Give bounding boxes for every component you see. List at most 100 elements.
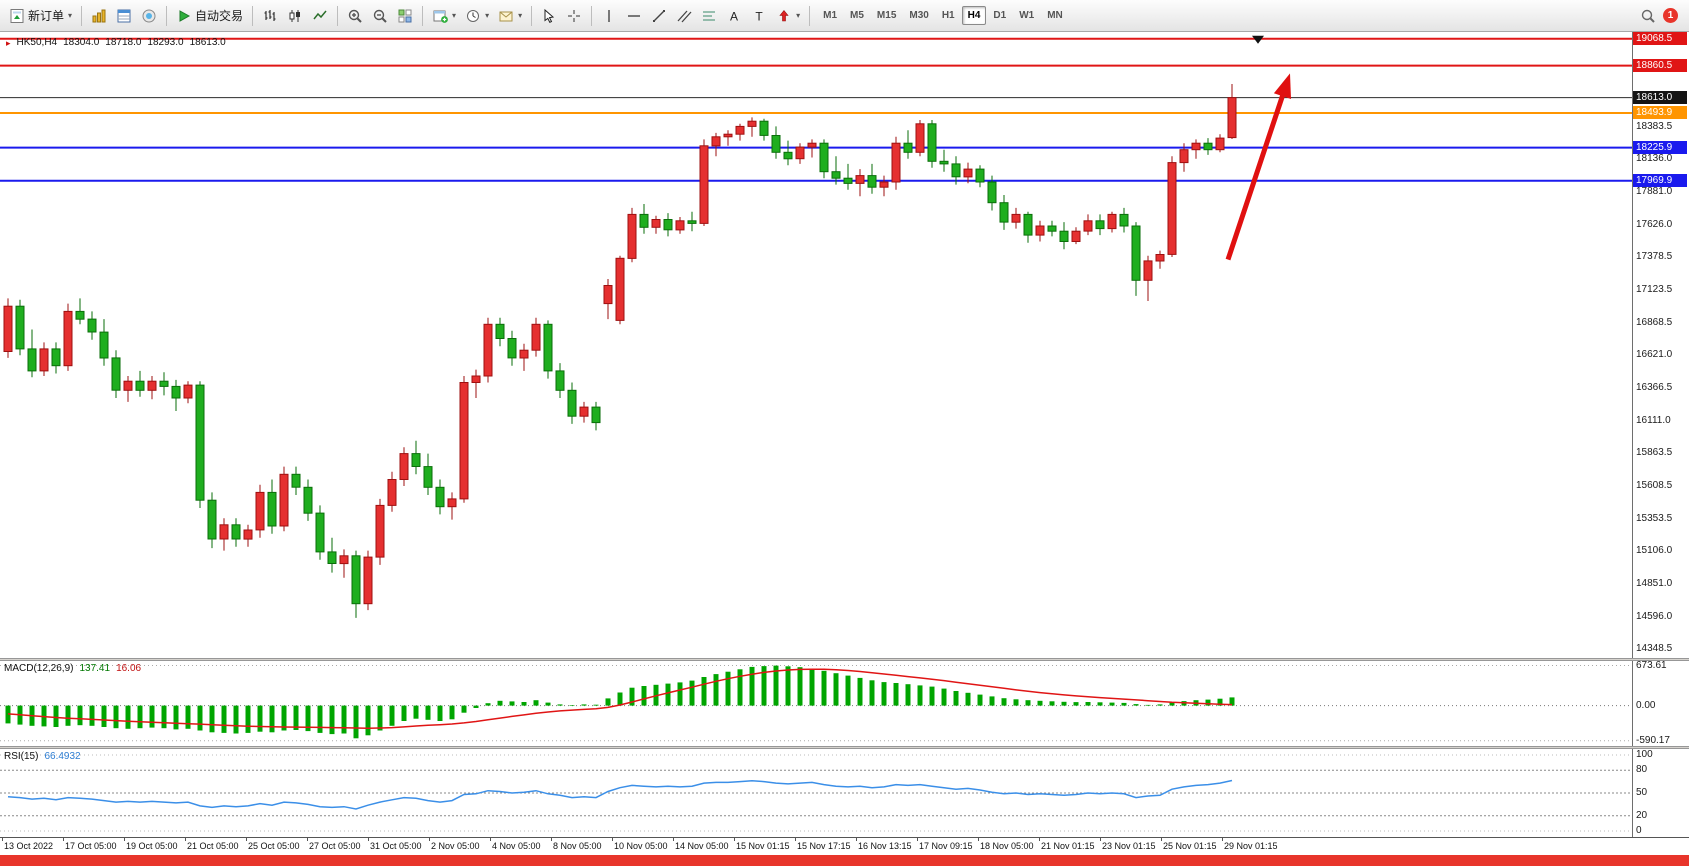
chevron-down-icon: ▾: [485, 11, 490, 20]
timeframe-h4-button[interactable]: H4: [961, 6, 987, 25]
price-tick: 15353.5: [1636, 513, 1673, 525]
ohlc-bars-icon: [264, 9, 276, 21]
fibonacci-button[interactable]: [697, 5, 721, 27]
toolbar-separator: [166, 5, 168, 26]
panel-separator[interactable]: [0, 746, 1689, 749]
time-label: 4 Nov 05:00: [490, 838, 541, 851]
high-value: 18718.0: [105, 37, 142, 48]
cursor-button[interactable]: [537, 5, 561, 27]
time-label: 17 Nov 09:15: [917, 838, 973, 851]
timeframe-d1-button[interactable]: D1: [993, 10, 1007, 21]
auto-trading-button[interactable]: 自动交易: [172, 4, 247, 27]
vertical-line-icon: [608, 9, 610, 22]
new-order-button[interactable]: 新订单 ▾: [5, 4, 76, 27]
timeframe-m30-button[interactable]: M30: [909, 10, 929, 21]
toolbar: 新订单 ▾: [0, 0, 1689, 32]
macd-panel[interactable]: MACD(12,26,9) 137.41 16.06: [0, 661, 1632, 746]
chevron-down-icon: ▾: [518, 11, 523, 20]
time-label: 10 Nov 05:00: [612, 838, 668, 851]
auto-trading-label: 自动交易: [195, 9, 244, 23]
candlestick-plot[interactable]: [0, 32, 1632, 658]
low-value: 18293.0: [147, 37, 184, 48]
zoom-in-button[interactable]: [343, 5, 367, 27]
templates-button[interactable]: ▾: [494, 5, 526, 27]
channel-icon: [677, 10, 692, 22]
price-tick: 15863.5: [1636, 447, 1673, 459]
arrows-button[interactable]: ▾: [772, 5, 804, 27]
timeframe-m15-button[interactable]: M15: [876, 10, 897, 21]
arrows-icon: [779, 9, 789, 21]
time-label: 19 Oct 05:00: [124, 838, 178, 851]
price-tick: 17626.0: [1636, 219, 1673, 231]
candlestick-chart-button[interactable]: [283, 5, 307, 27]
time-label: 21 Nov 01:15: [1039, 838, 1095, 851]
timeframe-m1-button[interactable]: M1: [823, 10, 838, 21]
new-chart-button[interactable]: ▾: [428, 5, 460, 27]
zoom-out-icon: [373, 9, 387, 23]
time-label: 14 Nov 05:00: [673, 838, 729, 851]
close-value: 18613.0: [189, 37, 226, 48]
panel-separator[interactable]: [0, 658, 1689, 661]
time-label: 23 Nov 01:15: [1100, 838, 1156, 851]
cursor-icon: [544, 8, 555, 23]
price-tick: 14348.5: [1636, 643, 1673, 655]
chevron-down-icon: ▾: [68, 11, 73, 20]
line-chart-button[interactable]: [308, 5, 332, 27]
ohlc-bars-button[interactable]: [258, 5, 282, 27]
zoom-in-icon: [348, 9, 362, 23]
notification-badge[interactable]: 1: [1663, 8, 1678, 23]
community-button[interactable]: [137, 5, 161, 27]
timeframe-mn-button[interactable]: MN: [1047, 10, 1063, 21]
vertical-line-button[interactable]: [597, 5, 621, 27]
periods-button[interactable]: ▾: [461, 5, 493, 27]
zoom-out-button[interactable]: [368, 5, 392, 27]
timeframe-w1-button[interactable]: W1: [1019, 10, 1035, 21]
rsi-axis-label: 100: [1636, 749, 1653, 760]
price-tick: 14851.0: [1636, 578, 1673, 590]
time-label: 25 Nov 01:15: [1161, 838, 1217, 851]
text-button[interactable]: A: [722, 5, 746, 27]
rsi-panel[interactable]: RSI(15) 66.4932: [0, 749, 1632, 837]
crosshair-button[interactable]: [562, 5, 586, 27]
main-chart-panel[interactable]: ▸ HK50,H4 18304.0 18718.0 18293.0 18613.…: [0, 32, 1632, 658]
macd-plot[interactable]: [0, 661, 1632, 746]
channel-button[interactable]: [672, 5, 696, 27]
trendline-icon: [653, 9, 666, 22]
time-label: 15 Nov 17:15: [795, 838, 851, 851]
price-level-label: 18613.0: [1633, 90, 1687, 104]
price-level-label: 18860.5: [1633, 58, 1687, 72]
time-label: 21 Oct 05:00: [185, 838, 239, 851]
order-form-icon: [10, 8, 24, 23]
toolbar-separator: [591, 5, 593, 26]
charts-profile-button[interactable]: [87, 5, 111, 27]
time-label: 8 Nov 05:00: [551, 838, 602, 851]
charts-stack-icon: [92, 9, 106, 22]
time-label: 16 Nov 13:15: [856, 838, 912, 851]
trendline-button[interactable]: [647, 5, 671, 27]
macd-axis-label: 673.61: [1636, 659, 1667, 671]
price-level-label: 19068.5: [1633, 31, 1687, 45]
search-button[interactable]: [1636, 5, 1660, 27]
price-tick: 18383.5: [1636, 121, 1673, 133]
timeframe-h1-button[interactable]: H1: [941, 10, 955, 21]
horizontal-line-button[interactable]: [622, 5, 646, 27]
timeframe-m5-button[interactable]: M5: [850, 10, 864, 21]
price-tick: 16868.5: [1636, 317, 1673, 329]
time-axis[interactable]: 13 Oct 2022 17 Oct 05:00 19 Oct 05:00 21 Oc…: [0, 837, 1689, 855]
macd-signal-value: 16.06: [116, 663, 142, 674]
data-window-button[interactable]: [112, 5, 136, 27]
bottom-red-strip: [0, 855, 1689, 866]
price-axis[interactable]: 18383.5 18136.0 17881.0 17626.0 17378.5 17123…: [1632, 31, 1689, 837]
price-tick: 17378.5: [1636, 251, 1673, 263]
chart-title: ▸ HK50,H4 18304.0 18718.0 18293.0 18613.…: [6, 37, 226, 48]
rsi-value: 66.4932: [44, 751, 81, 762]
macd-title: MACD(12,26,9) 137.41 16.06: [4, 663, 141, 674]
community-icon: [142, 9, 156, 22]
chart-workspace: ▸ HK50,H4 18304.0 18718.0 18293.0 18613.…: [0, 31, 1689, 855]
price-tick: 16621.0: [1636, 349, 1673, 361]
text-label-button[interactable]: T: [747, 5, 771, 27]
rsi-plot[interactable]: [0, 749, 1632, 837]
tile-windows-button[interactable]: [393, 5, 417, 27]
time-label: 18 Nov 05:00: [978, 838, 1034, 851]
